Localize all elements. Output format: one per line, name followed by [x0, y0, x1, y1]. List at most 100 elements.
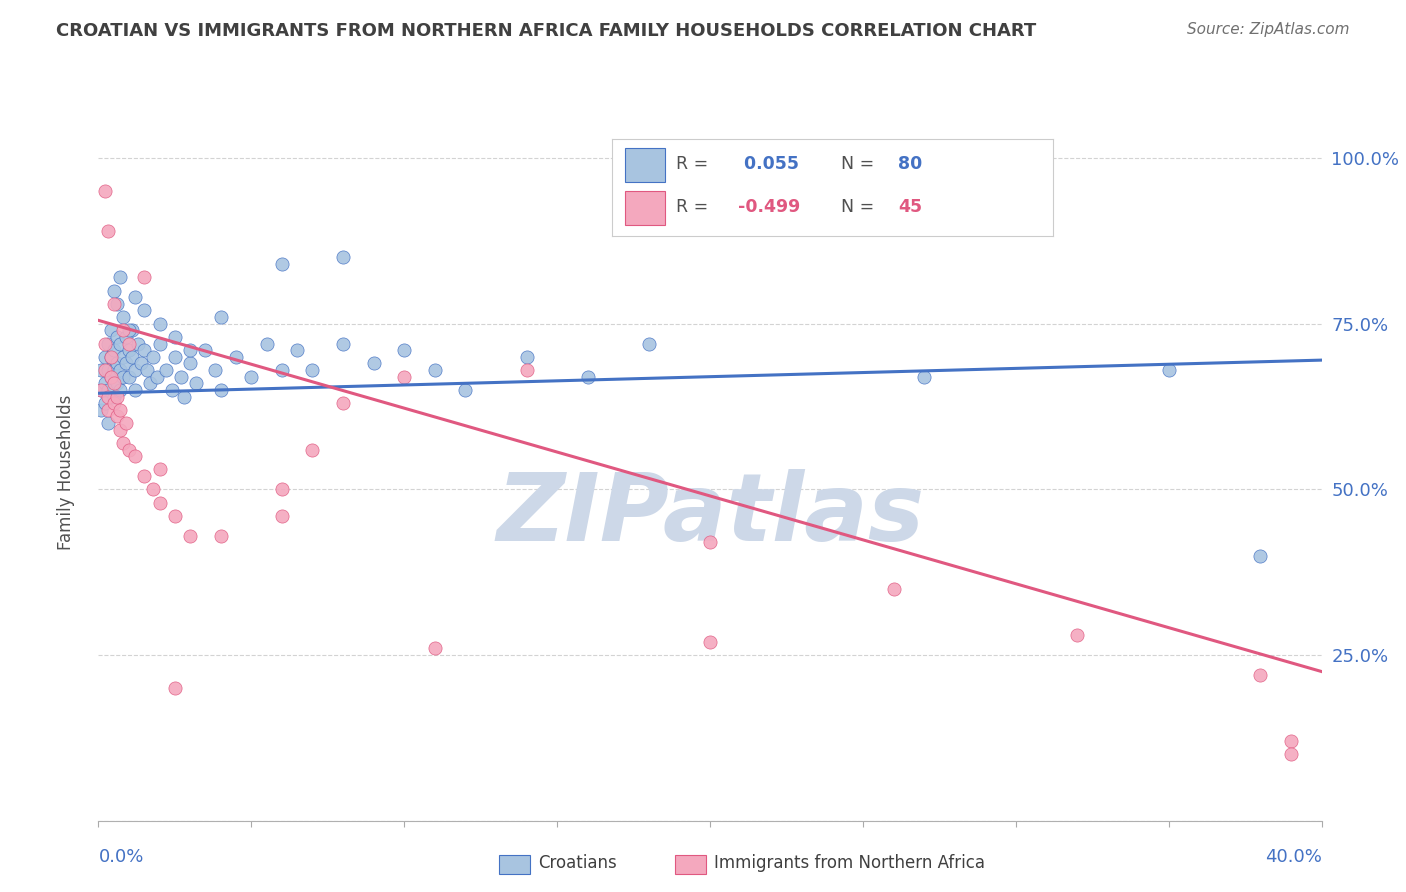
Point — [105, 356, 128, 370]
Point — [93, 350, 115, 364]
Point — [139, 376, 162, 391]
Point — [173, 390, 195, 404]
Point — [105, 390, 128, 404]
Point — [115, 416, 138, 430]
Text: CROATIAN VS IMMIGRANTS FROM NORTHERN AFRICA FAMILY HOUSEHOLDS CORRELATION CHART: CROATIAN VS IMMIGRANTS FROM NORTHERN AFR… — [56, 22, 1036, 40]
Point — [111, 436, 134, 450]
Point — [118, 336, 141, 351]
Point — [392, 369, 416, 384]
Point — [332, 396, 354, 410]
Point — [97, 363, 120, 377]
Point — [93, 184, 115, 198]
Point — [127, 336, 149, 351]
Point — [111, 369, 134, 384]
Point — [103, 363, 125, 377]
Point — [637, 336, 661, 351]
Point — [145, 369, 167, 384]
Point — [285, 343, 308, 358]
Point — [204, 363, 226, 377]
Point — [105, 297, 128, 311]
Point — [134, 343, 156, 358]
Point — [256, 336, 278, 351]
Point — [105, 330, 128, 344]
Point — [111, 310, 134, 324]
Point — [121, 350, 143, 364]
Point — [108, 363, 131, 377]
Point — [93, 396, 115, 410]
Point — [516, 363, 538, 377]
Point — [121, 323, 143, 337]
Text: Immigrants from Northern Africa: Immigrants from Northern Africa — [714, 855, 986, 872]
Point — [105, 409, 128, 424]
Point — [97, 336, 120, 351]
Point — [118, 323, 141, 337]
Text: N =: N = — [841, 154, 880, 173]
Point — [225, 350, 247, 364]
Point — [108, 402, 131, 417]
Point — [108, 423, 131, 437]
Point — [134, 270, 156, 285]
Point — [1279, 747, 1302, 762]
Point — [179, 529, 201, 543]
Point — [194, 343, 217, 358]
Point — [209, 310, 232, 324]
Point — [108, 336, 131, 351]
Point — [149, 317, 172, 331]
Bar — [626, 192, 665, 226]
Point — [516, 350, 538, 364]
Point — [699, 634, 721, 648]
Point — [97, 383, 120, 397]
Point — [163, 350, 186, 364]
Point — [124, 363, 146, 377]
Point — [1066, 628, 1088, 642]
Point — [90, 383, 112, 397]
Point — [103, 297, 125, 311]
Text: R =: R = — [676, 198, 714, 217]
Point — [90, 383, 112, 397]
Point — [103, 343, 125, 358]
Point — [576, 369, 599, 384]
Point — [108, 270, 131, 285]
Point — [163, 508, 186, 523]
Text: R =: R = — [676, 154, 714, 173]
Point — [179, 356, 201, 370]
Point — [912, 369, 935, 384]
Text: 40.0%: 40.0% — [1265, 848, 1322, 866]
Point — [103, 390, 125, 404]
Point — [118, 343, 141, 358]
Point — [103, 376, 125, 391]
Text: 0.055: 0.055 — [738, 154, 799, 173]
Text: ZIPatlas: ZIPatlas — [496, 468, 924, 560]
Point — [699, 535, 721, 549]
Point — [392, 343, 416, 358]
Text: N =: N = — [841, 198, 880, 217]
Point — [209, 529, 232, 543]
Point — [186, 376, 208, 391]
Point — [155, 363, 177, 377]
Text: 45: 45 — [898, 198, 922, 217]
Point — [240, 369, 263, 384]
Point — [129, 356, 152, 370]
Point — [97, 402, 120, 417]
Point — [270, 483, 292, 497]
Text: 80: 80 — [898, 154, 922, 173]
Point — [134, 303, 156, 318]
Point — [149, 495, 172, 509]
Point — [423, 363, 446, 377]
Bar — [626, 147, 665, 182]
Y-axis label: Family Households: Family Households — [56, 395, 75, 550]
Point — [93, 376, 115, 391]
Point — [93, 336, 115, 351]
Point — [97, 416, 120, 430]
Point — [118, 369, 141, 384]
Point — [163, 330, 186, 344]
Point — [103, 396, 125, 410]
Text: 0.0%: 0.0% — [98, 848, 143, 866]
Point — [115, 330, 138, 344]
Text: Croatians: Croatians — [538, 855, 617, 872]
Point — [301, 363, 323, 377]
Point — [90, 402, 112, 417]
Point — [163, 681, 186, 695]
Point — [103, 284, 125, 298]
Point — [100, 369, 122, 384]
